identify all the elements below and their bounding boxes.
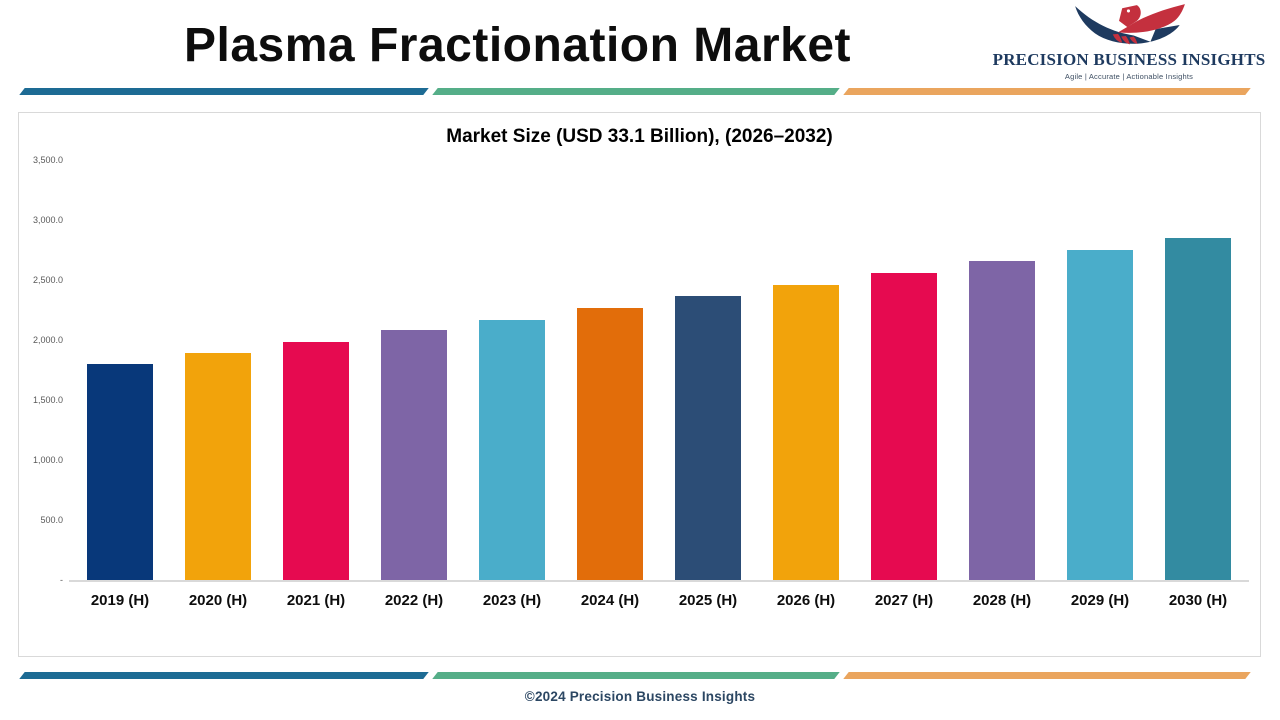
divider-segment-blue [19,672,429,679]
x-tick-label-2027-h: 2027 (H) [874,592,934,609]
bar-2025-h [675,295,741,580]
y-tick-label: 3,000.0 [32,215,63,225]
x-tick-label-2020-h: 2020 (H) [188,592,248,609]
eagle-logo-icon [1074,4,1185,45]
bar-2028-h [969,260,1035,580]
bar-slot [71,160,169,580]
bar-2021-h [283,342,349,580]
plot-area [71,160,1247,580]
bar-slot [267,160,365,580]
x-tick-label-2030-h: 2030 (H) [1168,592,1228,609]
divider-segment-blue [19,88,429,95]
footer-copyright: ©2024 Precision Business Insights [524,689,756,704]
divider-segment-orange [843,88,1251,95]
bar-slot [1051,160,1149,580]
y-tick-label: - [60,575,63,585]
x-tick-label-2028-h: 2028 (H) [972,592,1032,609]
x-tick-label-2025-h: 2025 (H) [678,592,738,609]
x-tick-label-2019-h: 2019 (H) [90,592,150,609]
x-tick-label-2022-h: 2022 (H) [384,592,444,609]
bar-2022-h [381,330,447,580]
chart-card: Market Size (USD 33.1 Billion), (2026–20… [18,112,1261,657]
bottom-divider [19,672,1258,679]
y-tick-label: 500.0 [40,515,63,525]
x-axis-labels: 2019 (H) 2020 (H) 2021 (H) 2022 (H) 2023 (H)… [71,592,1247,609]
bar-2026-h [773,284,839,580]
y-tick-label: 2,000.0 [32,335,63,345]
top-divider [19,88,1258,95]
bar-2029-h [1067,250,1133,580]
bar-2020-h [185,353,251,580]
x-tick-label-2026-h: 2026 (H) [776,592,836,609]
x-tick-label-2023-h: 2023 (H) [482,592,542,609]
page-title: Plasma Fractionation Market [183,19,852,72]
bar-slot [463,160,561,580]
divider-segment-green [432,88,840,95]
y-tick-label: 1,000.0 [32,455,63,465]
y-tick-label: 2,500.0 [32,275,63,285]
bar-slot [1149,160,1247,580]
logo-company-name: PRECISION BUSINESS INSIGHTS [992,50,1266,69]
bar-2030-h [1165,238,1231,580]
bar-slot [757,160,855,580]
bar-slot [561,160,659,580]
bar-2023-h [479,319,545,580]
y-tick-label: 1,500.0 [32,395,63,405]
x-tick-label-2029-h: 2029 (H) [1070,592,1130,609]
chart-title: Market Size (USD 33.1 Billion), (2026–20… [446,126,833,147]
bar-slot [659,160,757,580]
y-tick-label: 3,500.0 [32,155,63,165]
bar-2019-h [87,364,153,580]
y-axis: 3,500.0 3,000.0 2,500.0 2,000.0 1,500.0 1,000… [19,113,66,656]
bar-slot [953,160,1051,580]
bar-slot [855,160,953,580]
bar-2024-h [577,307,643,580]
x-tick-label-2021-h: 2021 (H) [286,592,346,609]
divider-segment-green [432,672,840,679]
logo-tagline: Agile | Accurate | Actionable Insights [1064,72,1194,81]
company-logo: PRECISION BUSINESS INSIGHTS Agile | Accu… [990,2,1268,81]
bar-2027-h [871,272,937,580]
divider-segment-orange [843,672,1251,679]
bar-slot [365,160,463,580]
x-tick-label-2024-h: 2024 (H) [580,592,640,609]
bar-slot [169,160,267,580]
x-axis-line [69,580,1249,582]
